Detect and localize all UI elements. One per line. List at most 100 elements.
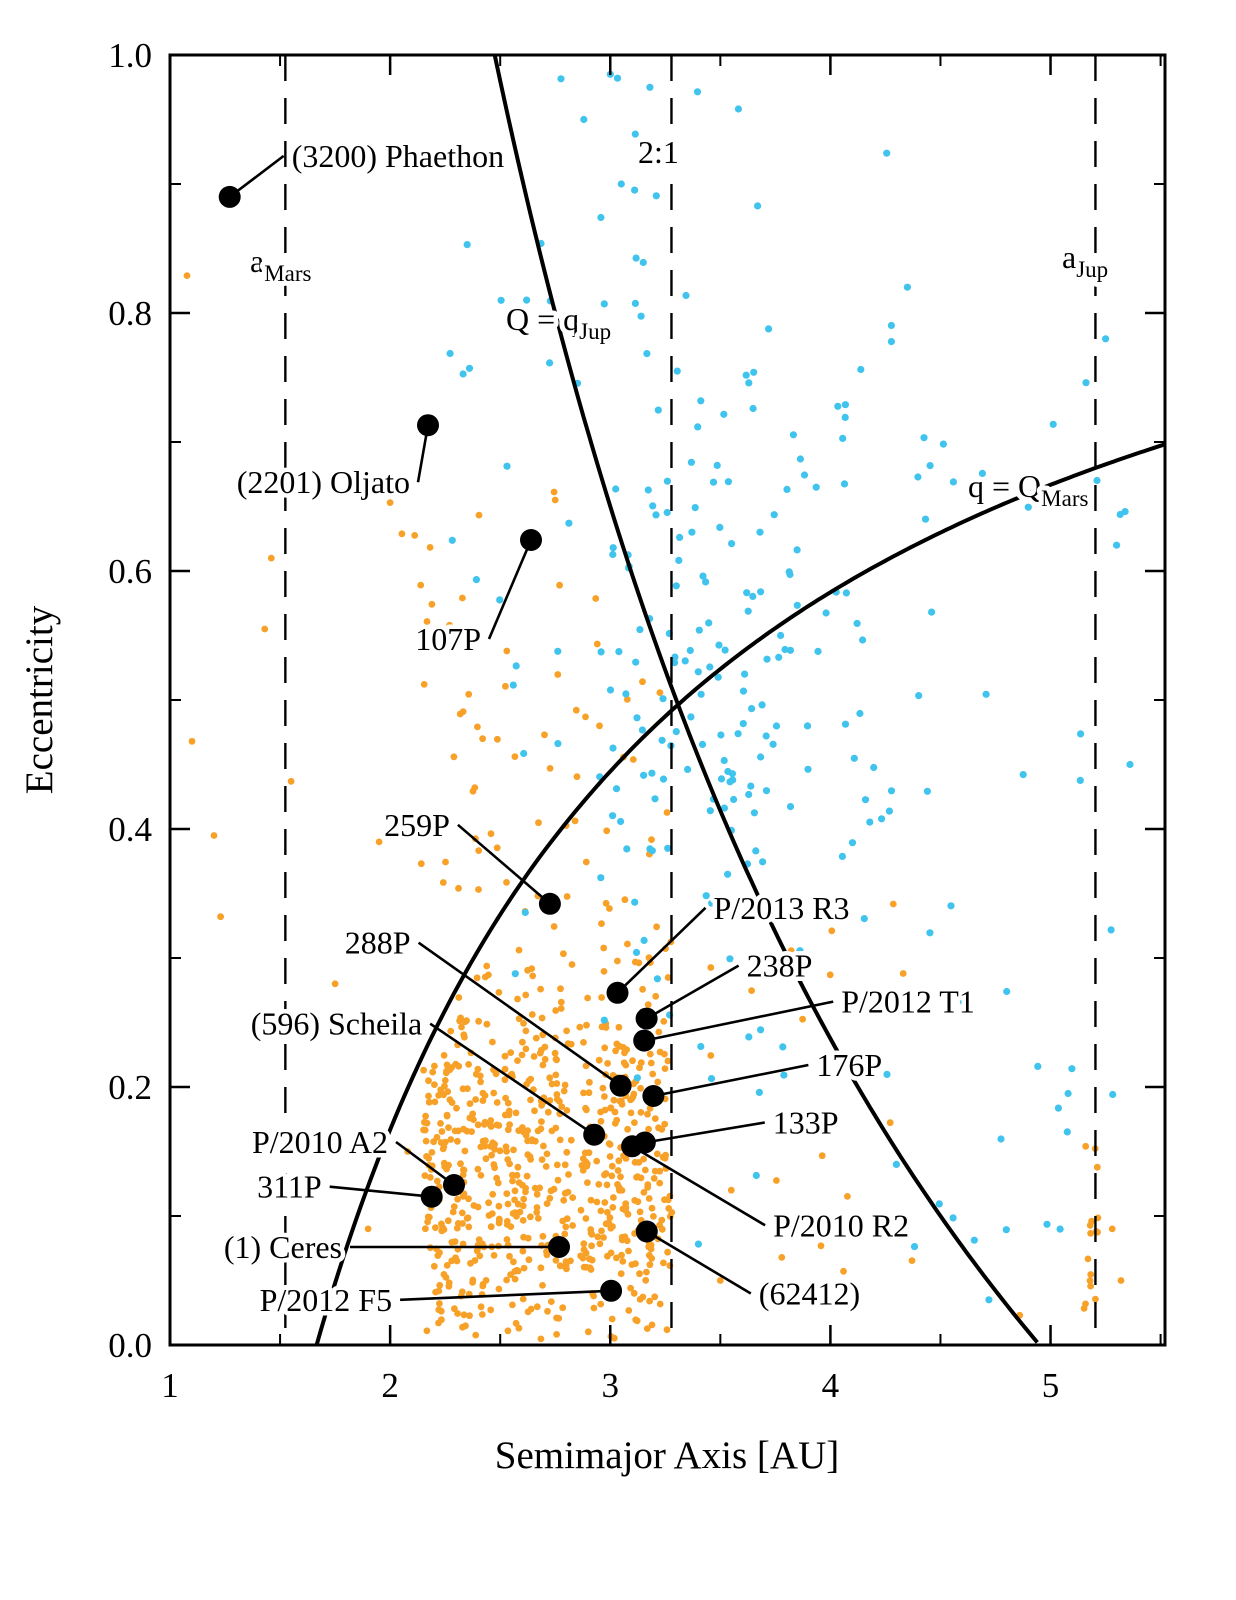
asteroid-point	[522, 1027, 530, 1035]
asteroid-point	[655, 1028, 663, 1036]
comet-point	[546, 359, 554, 367]
comet-point	[597, 874, 605, 882]
comet-point	[883, 149, 891, 157]
comet-point	[1126, 760, 1134, 769]
asteroid-point	[538, 1156, 546, 1163]
labeled-point-311p	[420, 1185, 443, 1208]
asteroid-point	[428, 600, 436, 608]
asteroid-point	[563, 1107, 571, 1114]
y-tick-label: 0.8	[108, 294, 152, 333]
asteroid-point	[634, 1198, 642, 1206]
asteroid-point	[539, 1232, 547, 1240]
comet-point	[728, 540, 736, 548]
comet-point	[839, 434, 847, 442]
asteroid-point	[512, 1319, 520, 1327]
asteroid-point	[511, 753, 519, 760]
reference-lines-layer	[284, 55, 1165, 1345]
asteroid-point	[637, 1059, 645, 1066]
comet-point	[985, 1296, 993, 1304]
asteroid-point	[561, 1081, 569, 1089]
asteroid-point	[511, 1187, 519, 1195]
asteroid-point	[665, 1205, 673, 1212]
asteroid-point	[539, 1061, 547, 1069]
asteroid-point	[553, 1080, 561, 1087]
comet-point	[780, 1071, 788, 1079]
asteroid-point	[648, 1255, 656, 1262]
labeled-point-288p	[609, 1074, 632, 1097]
leader-line-311p	[329, 1185, 432, 1198]
asteroid-point	[640, 1189, 648, 1196]
asteroid-point	[504, 1327, 512, 1335]
asteroid-point	[533, 1209, 541, 1216]
label-p2010-r2: P/2010 R2	[773, 1207, 909, 1243]
asteroid-point	[450, 1203, 458, 1210]
asteroid-point	[503, 879, 510, 886]
asteroid-point	[643, 1268, 650, 1276]
asteroid-point	[716, 1277, 724, 1284]
asteroid-point	[556, 581, 563, 589]
asteroid-point	[507, 1049, 515, 1056]
asteroid-point	[582, 1104, 589, 1112]
asteroid-point	[602, 899, 610, 907]
asteroid-point	[488, 1151, 495, 1159]
comet-point	[649, 502, 657, 510]
comet-point	[789, 431, 798, 439]
comet-point	[928, 608, 936, 616]
asteroid-point	[494, 735, 501, 743]
asteroid-point	[444, 1217, 452, 1225]
asteroid-point	[600, 968, 608, 975]
comet-point	[862, 995, 870, 1003]
asteroid-point	[556, 1262, 564, 1270]
asteroid-point	[426, 544, 434, 551]
comet-point	[459, 370, 467, 378]
comet-point	[720, 756, 728, 765]
asteroid-point	[559, 1304, 567, 1312]
asteroid-point	[331, 980, 339, 988]
comet-point	[554, 647, 562, 655]
asteroid-point	[509, 1301, 516, 1309]
comet-point	[565, 519, 573, 527]
asteroid-point	[597, 1108, 604, 1116]
asteroid-point	[528, 1011, 536, 1018]
comet-point	[1019, 771, 1027, 779]
asteroid-point	[431, 1081, 438, 1088]
comet-point	[744, 607, 752, 615]
asteroid-point	[530, 1053, 538, 1060]
leader-line-259p	[457, 823, 551, 905]
asteroid-point	[565, 1171, 572, 1178]
comet-point	[1024, 503, 1032, 511]
asteroid-point	[636, 1270, 643, 1278]
comet-point	[754, 202, 762, 210]
comet-point	[497, 296, 505, 304]
asteroid-point	[424, 1213, 432, 1221]
asteroid-point	[210, 832, 218, 839]
asteroid-point	[522, 1132, 530, 1139]
asteroid-point	[639, 678, 646, 686]
asteroid-point	[483, 962, 491, 970]
comet-point	[609, 550, 617, 559]
comet-point	[686, 646, 694, 655]
comet-point	[742, 371, 750, 379]
comet-point	[857, 365, 865, 374]
asteroid-point	[468, 1128, 475, 1135]
comet-point	[1049, 420, 1057, 428]
asteroid-point	[553, 1331, 560, 1338]
comet-point	[724, 767, 732, 776]
asteroid-point	[287, 777, 295, 785]
asteroid-point	[632, 1316, 640, 1324]
comet-point	[734, 730, 742, 738]
asteroid-point	[587, 1226, 595, 1233]
asteroid-point	[593, 1198, 601, 1206]
asteroid-point	[707, 1052, 715, 1059]
comet-point	[1056, 1225, 1064, 1233]
comet-point	[793, 546, 801, 554]
asteroid-point	[588, 1242, 595, 1250]
comet-point	[652, 511, 660, 519]
asteroid-point	[495, 1202, 503, 1210]
asteroid-point	[490, 1161, 498, 1168]
comet-point	[726, 955, 734, 963]
asteroid-point	[582, 713, 589, 721]
comet-point	[762, 732, 770, 740]
asteroid-point	[520, 1020, 527, 1027]
asteroid-point	[509, 1177, 516, 1185]
